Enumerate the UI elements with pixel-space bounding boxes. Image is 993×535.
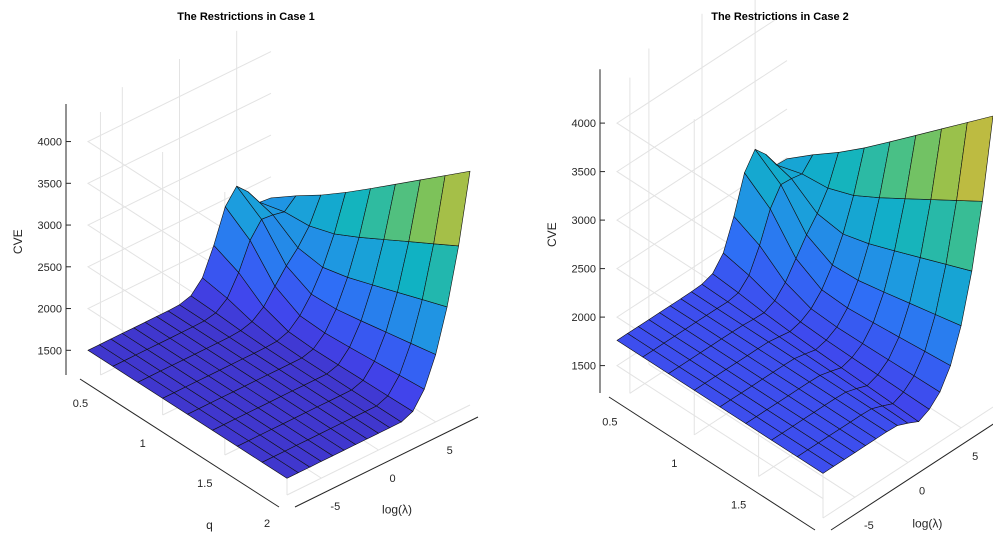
- z-tick-label: 3000: [572, 215, 596, 227]
- lambda-axis: [830, 423, 993, 531]
- grid-x-floor: [648, 363, 856, 498]
- surface-patch: [956, 115, 993, 202]
- chart-2: 1500200025003000350040000.511.52-505The …: [545, 0, 993, 532]
- z-tick-label: 2500: [572, 264, 596, 276]
- chart-title: The Restrictions in Case 1: [177, 11, 315, 23]
- grid-y-floor: [822, 406, 993, 519]
- z-tick-label: 4000: [572, 118, 596, 130]
- z-tick-label: 4000: [38, 137, 62, 149]
- surface-patch: [433, 170, 471, 247]
- q-tick-label: 1: [140, 438, 146, 450]
- q-tick-label: 2: [264, 518, 270, 530]
- q-axis: [608, 396, 816, 531]
- z-tick-label: 3000: [38, 220, 62, 232]
- grid-y-floor: [286, 404, 471, 496]
- lambda-axis: [294, 416, 479, 508]
- lambda-tick-label: 5: [972, 451, 978, 463]
- lambda-tick-label: -5: [864, 520, 874, 532]
- q-tick-label: 0.5: [73, 398, 88, 410]
- z-tick-label: 2000: [38, 304, 62, 316]
- lambda-axis-label: log(λ): [912, 516, 942, 530]
- lambda-tick-label: -5: [330, 501, 340, 513]
- chart-title: The Restrictions in Case 2: [711, 11, 849, 23]
- z-axis-label: CVE: [545, 222, 559, 247]
- lambda-tick-label: 5: [447, 445, 453, 457]
- z-tick-label: 3500: [572, 167, 596, 179]
- lambda-tick-label: 0: [389, 473, 395, 485]
- lambda-tick-label: 0: [919, 486, 925, 498]
- q-tick-label: 1.5: [731, 499, 746, 511]
- q-tick-label: 0.5: [602, 416, 617, 428]
- q-axis-label: q: [206, 518, 213, 532]
- z-tick-label: 1500: [572, 361, 596, 373]
- z-tick-label: 2000: [572, 312, 596, 324]
- chart-1: 1500 2000 2500 3000 3500 4000 0.5 1 1.5 2 -5 0 5 The …: [11, 11, 479, 532]
- q-tick-label: 1: [671, 458, 677, 470]
- z-tick-label: 1500: [38, 345, 62, 357]
- z-tick-label: 2500: [38, 262, 62, 274]
- z-axis-label: CVE: [11, 229, 25, 254]
- q-tick-label: 1.5: [197, 478, 212, 490]
- z-tick-label: 3500: [38, 178, 62, 190]
- lambda-axis-label: log(λ): [382, 503, 412, 517]
- q-axis: [79, 378, 280, 508]
